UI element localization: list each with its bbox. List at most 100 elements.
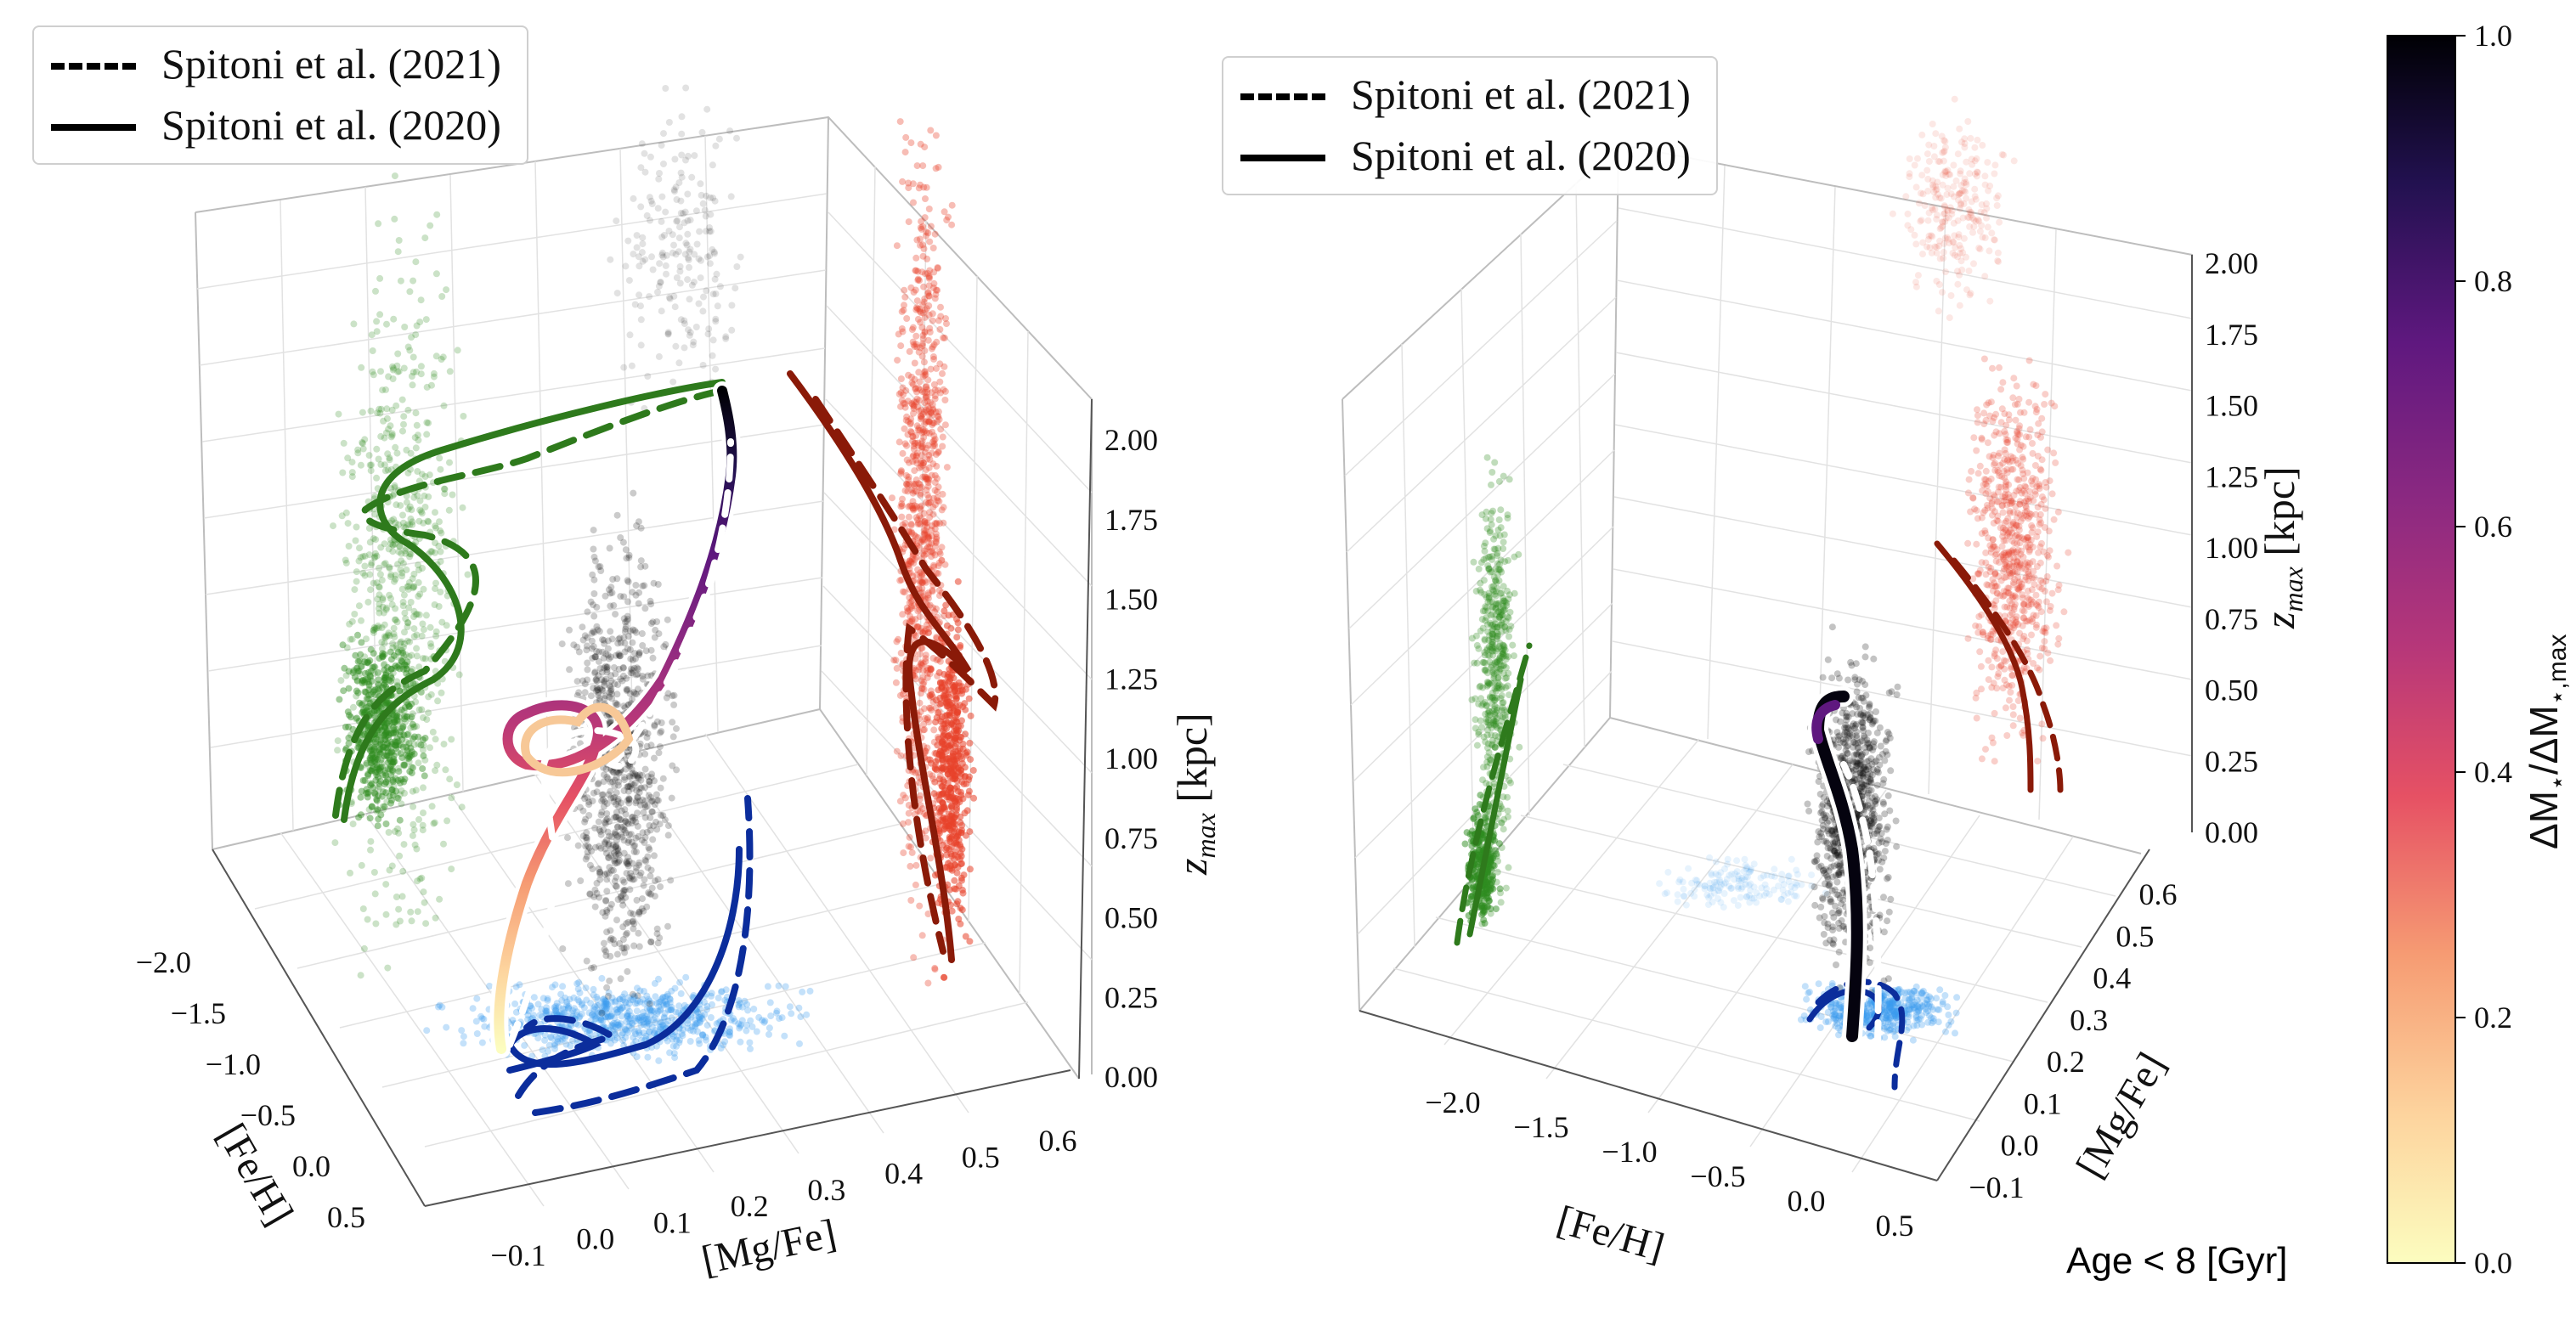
left-legend-item-solid: Spitoni et al. (2020)	[34, 97, 527, 153]
left-feh-tick-label: −2.0	[136, 945, 191, 979]
right-legend: Spitoni et al. (2021) Spitoni et al. (20…	[1222, 56, 1718, 195]
left-z-tick-label: 0.50	[1104, 901, 1158, 935]
left-red-dense-cloud	[926, 556, 978, 981]
right-feh-tick-label: −2.0	[1425, 1085, 1480, 1119]
right-red-solid-curve	[1934, 540, 2034, 793]
left-z-tick-label: 1.25	[1104, 662, 1158, 696]
right-z-tick-label: 1.50	[2205, 389, 2258, 423]
right-model-curves	[1454, 540, 2064, 1091]
left-z-tick-label: 0.75	[1104, 821, 1158, 855]
right-green-solid-curve	[1466, 676, 1524, 938]
left-green-dense-cloud	[336, 627, 429, 830]
age-annotation: Age < 8 [Gyr]	[2066, 1240, 2288, 1282]
left-mgfe-tick-label: 0.5	[962, 1140, 1000, 1174]
colorbar-ticks: 0.0 0.2 0.4 0.6 0.8 1.0	[2455, 19, 2512, 1280]
dashed-line-swatch	[51, 63, 136, 70]
left-mgfe-tick-label: −0.1	[490, 1238, 545, 1272]
right-legend-solid-label: Spitoni et al. (2020)	[1351, 132, 1691, 179]
colorbar-tick-label: 0.8	[2474, 264, 2512, 298]
right-main-curve-tip	[1811, 700, 1840, 744]
left-z-tick-label: 0.25	[1104, 980, 1158, 1014]
left-black-sparse-cloud	[607, 84, 744, 412]
left-green-projection-cloud	[330, 172, 472, 979]
left-feh-tick-label: 0.5	[327, 1200, 365, 1234]
left-z-tick-label: 2.00	[1104, 423, 1158, 457]
right-z-tick-label: 0.25	[2205, 744, 2258, 778]
left-feh-tick-label: −1.0	[206, 1047, 261, 1081]
right-blue-solid-curve	[1806, 987, 1882, 1031]
left-tick-labels: 0.00 0.25 0.50 0.75 1.00 1.25 1.50 1.75 2.00 −2.0…	[136, 423, 1158, 1272]
right-blue-dashed-curve	[1815, 978, 1906, 1091]
colorbar-label: ΔM⋆/ΔM⋆,max	[2522, 634, 2572, 849]
right-feh-axis-label: [Fe/H]	[1552, 1198, 1669, 1271]
left-z-tick-label: 1.50	[1104, 583, 1158, 617]
left-z-tick-label: 0.00	[1104, 1060, 1158, 1094]
right-feh-tick-label: 0.0	[1788, 1184, 1826, 1218]
right-legend-dashed-label: Spitoni et al. (2021)	[1351, 70, 1691, 118]
right-blue-sparse-cloud	[1656, 854, 1829, 911]
left-mgfe-tick-label: 0.0	[576, 1222, 614, 1256]
right-mgfe-tick-label: 0.1	[2024, 1086, 2062, 1120]
colorbar-tick-label: 0.2	[2474, 1001, 2512, 1035]
left-legend-dashed-label: Spitoni et al. (2021)	[161, 40, 501, 87]
left-green-solid-curve	[341, 379, 726, 823]
right-legend-item-solid: Spitoni et al. (2020)	[1223, 127, 1716, 183]
right-red-sparse-cloud	[1889, 95, 2018, 322]
left-red-dashed-curve	[812, 396, 999, 955]
left-z-tick-label: 1.00	[1104, 741, 1158, 775]
right-feh-tick-label: −1.0	[1602, 1135, 1657, 1169]
right-tick-labels: 0.00 0.25 0.50 0.75 1.00 1.25 1.50 1.75 2.00 −2.0…	[1425, 246, 2258, 1243]
left-blue-dashed-curve-2	[515, 1015, 620, 1099]
left-z-tick-label: 1.75	[1104, 503, 1158, 537]
right-legend-item-dashed: Spitoni et al. (2021)	[1223, 66, 1716, 122]
dashed-line-swatch	[1240, 93, 1325, 100]
left-legend-solid-label: Spitoni et al. (2020)	[161, 101, 501, 149]
left-feh-tick-label: −1.5	[171, 996, 226, 1030]
left-mgfe-tick-label: 0.1	[653, 1205, 692, 1239]
right-grid	[1344, 165, 2193, 1173]
left-mgfe-tick-label: 0.4	[884, 1157, 923, 1191]
left-mgfe-tick-label: 0.2	[731, 1189, 769, 1223]
left-zmax-axis-label: zmax [kpc]	[1168, 713, 1221, 876]
left-feh-tick-label: 0.0	[292, 1149, 330, 1183]
colorbar-gradient	[2387, 35, 2456, 1264]
right-green-dashed-curve	[1454, 642, 1533, 946]
left-feh-tick-label: −0.5	[240, 1098, 296, 1132]
right-red-projection-cloud	[1964, 355, 2072, 765]
right-z-tick-label: 1.75	[2205, 318, 2258, 352]
right-mgfe-tick-label: 0.4	[2093, 961, 2131, 995]
left-model-curves	[332, 370, 999, 1116]
left-main-curve-2	[506, 438, 734, 1048]
left-pale-loop	[521, 702, 634, 777]
left-panel	[195, 84, 1093, 1207]
solid-line-swatch	[51, 124, 136, 131]
colorbar-tick-label: 0.0	[2474, 1246, 2512, 1280]
right-feh-tick-label: −1.5	[1513, 1110, 1568, 1144]
left-red-solid-curve	[787, 370, 972, 963]
left-green-dashed-curve	[332, 387, 726, 819]
right-z-tick-label: 0.00	[2205, 815, 2258, 849]
left-legend: Spitoni et al. (2021) Spitoni et al. (20…	[32, 25, 528, 165]
right-z-tick-label: 2.00	[2205, 246, 2258, 280]
left-mgfe-tick-label: 0.3	[807, 1173, 845, 1207]
left-feh-axis-label: [Fe/H]	[208, 1116, 302, 1232]
left-blue-solid-curve	[506, 846, 743, 1074]
right-mgfe-tick-label: −0.1	[1969, 1170, 2024, 1204]
right-mgfe-tick-label: 0.0	[2001, 1129, 2039, 1163]
right-axes	[1359, 255, 2193, 1181]
right-feh-tick-label: −0.5	[1690, 1159, 1745, 1193]
right-z-tick-label: 0.75	[2205, 602, 2258, 636]
right-z-tick-label: 1.25	[2205, 460, 2258, 493]
left-mgfe-axis-label: [Mg/Fe]	[698, 1211, 840, 1283]
right-feh-tick-label: 0.5	[1876, 1209, 1914, 1243]
colorbar-tick-label: 0.4	[2474, 755, 2512, 789]
right-mgfe-tick-label: 0.3	[2070, 1003, 2108, 1037]
colorbar: 0.0 0.2 0.4 0.6 0.8 1.0 ΔM⋆/ΔM⋆,max	[2387, 19, 2572, 1280]
right-panel	[1342, 95, 2193, 1181]
right-z-tick-label: 0.50	[2205, 674, 2258, 708]
left-mgfe-tick-label: 0.6	[1039, 1124, 1077, 1158]
right-zmax-axis-label: zmax [kpc]	[2256, 466, 2308, 629]
right-mgfe-tick-label: 0.5	[2116, 919, 2154, 953]
right-z-tick-label: 1.00	[2205, 531, 2258, 565]
